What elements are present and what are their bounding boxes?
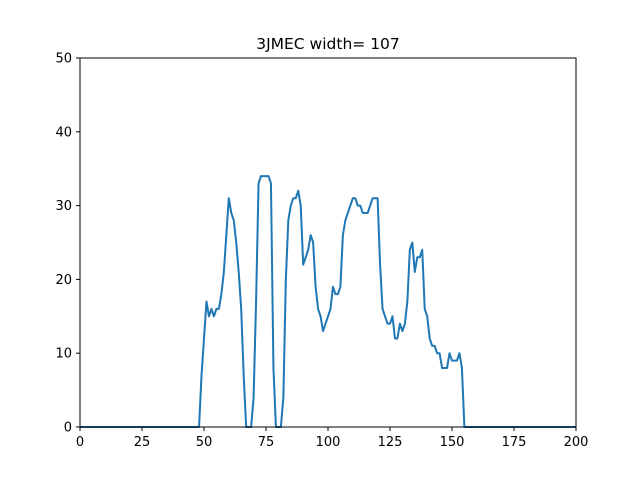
y-tick-label: 50 xyxy=(55,52,72,67)
x-tick-label: 125 xyxy=(378,435,403,450)
y-tick-label: 40 xyxy=(55,125,72,140)
y-tick-label: 10 xyxy=(55,347,72,362)
x-tick-label: 25 xyxy=(134,435,151,450)
x-tick-label: 50 xyxy=(196,435,213,450)
x-tick-label: 100 xyxy=(316,435,341,450)
axes-frame xyxy=(79,57,577,428)
y-tick-label: 20 xyxy=(55,273,72,288)
y-tick-label: 0 xyxy=(64,421,72,436)
series-line-0 xyxy=(80,175,576,428)
x-tick-label: 0 xyxy=(76,435,84,450)
x-tick-label: 200 xyxy=(564,435,589,450)
x-tick-label: 75 xyxy=(258,435,275,450)
x-tick-label: 175 xyxy=(502,435,527,450)
chart-title: 3JMEC width= 107 xyxy=(256,35,400,53)
axis-ticks: 0 25 50 75 100 125 150 175 200 0 10 20 30 40 50 xyxy=(55,52,588,451)
plot-area xyxy=(80,175,576,428)
x-tick-label: 150 xyxy=(440,435,465,450)
y-tick-label: 30 xyxy=(55,199,72,214)
